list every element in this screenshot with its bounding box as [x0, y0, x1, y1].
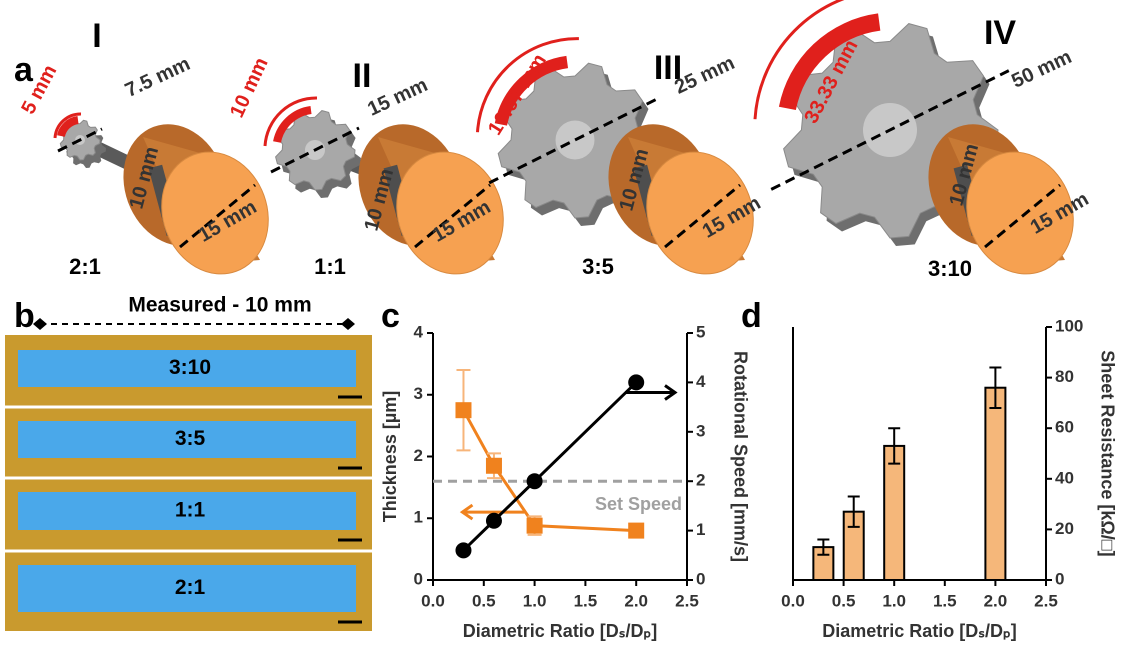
x-tick-label: 0.0	[421, 591, 445, 610]
reference-label: Set Speed	[595, 494, 682, 514]
y-tick-label: 3	[414, 384, 423, 403]
y2-axis-label: Rotational Speed [mm/s]	[730, 351, 750, 562]
y2-axis-label: Sheet Resistance [kΩ/□]	[1097, 350, 1117, 556]
marker	[455, 402, 471, 418]
x-tick-label: 2.0	[624, 591, 648, 610]
y-axis-label: Thickness [µm]	[380, 391, 400, 522]
y2-tick-label: 0	[1055, 569, 1064, 588]
marker	[628, 523, 644, 539]
y2-tick-label: 1	[696, 520, 705, 539]
diamond	[341, 318, 355, 330]
y2-tick-label: 40	[1055, 468, 1074, 487]
panel-label: d	[741, 297, 762, 335]
ratio: 3:10	[928, 256, 972, 281]
ratio: 2:1	[69, 254, 101, 279]
y2-tick-label: 80	[1055, 367, 1074, 386]
x-axis-label: Diametric Ratio [Dₛ/Dₚ]	[822, 621, 1016, 641]
gear-numeral: I	[92, 17, 101, 55]
y-tick-label: 0	[414, 569, 423, 588]
figure: a b Measured - 10 mm I5 mm7.5 mm10 mm15 …	[0, 0, 1126, 651]
y2-tick-label: 0	[696, 569, 705, 588]
y2-tick-label: 5	[696, 322, 705, 341]
y2-tick-label: 60	[1055, 418, 1074, 437]
x-axis-label: Diametric Ratio [Dₛ/Dₚ]	[463, 621, 657, 641]
marker	[628, 374, 644, 390]
gear-numeral: II	[353, 57, 372, 95]
x-tick-label: 0.0	[781, 591, 805, 610]
y2-tick-label: 4	[696, 372, 706, 391]
strip-label: 2:1	[175, 576, 206, 599]
panel-label: b	[14, 297, 35, 335]
x-tick-label: 1.0	[523, 591, 547, 610]
panel-label: c	[381, 297, 400, 335]
marker	[455, 542, 471, 558]
strip-label: 1:1	[175, 499, 206, 522]
x-tick-label: 0.5	[832, 591, 856, 610]
x-tick-label: 1.0	[882, 591, 906, 610]
marker	[486, 458, 502, 474]
strip-label: 3:5	[175, 427, 206, 450]
x-tick-label: 2.0	[984, 591, 1008, 610]
gear-diameter: 50 mm	[1008, 46, 1075, 93]
bar	[985, 388, 1005, 580]
x-tick-label: 0.5	[472, 591, 496, 610]
y-tick-label: 1	[414, 508, 423, 527]
ratio: 1:1	[314, 254, 346, 279]
x-tick-label: 1.5	[574, 591, 598, 610]
x-tick-label: 2.5	[1034, 591, 1058, 610]
ratio: 3:5	[582, 254, 614, 279]
marker	[486, 513, 502, 529]
x-tick-label: 1.5	[933, 591, 957, 610]
strip-label: 3:10	[169, 356, 211, 379]
x-tick-label: 2.5	[675, 591, 699, 610]
gear-numeral: IV	[984, 14, 1016, 52]
y2-tick-label: 3	[696, 421, 705, 440]
y-tick-label: 2	[414, 446, 423, 465]
y2-tick-label: 100	[1055, 316, 1083, 335]
gear-diameter: 15 mm	[364, 74, 431, 121]
marker	[527, 473, 543, 489]
gear-diameter: 7.5 mm	[122, 53, 194, 102]
diamond	[33, 318, 47, 330]
hub	[556, 121, 595, 160]
measure-label: Measured - 10 mm	[128, 294, 311, 317]
y2-tick-label: 2	[696, 471, 705, 490]
marker	[527, 518, 543, 534]
bar	[884, 446, 904, 580]
y-tick-label: 4	[414, 322, 424, 341]
arc-length: 10 mm	[226, 54, 273, 121]
y2-tick-label: 20	[1055, 519, 1074, 538]
